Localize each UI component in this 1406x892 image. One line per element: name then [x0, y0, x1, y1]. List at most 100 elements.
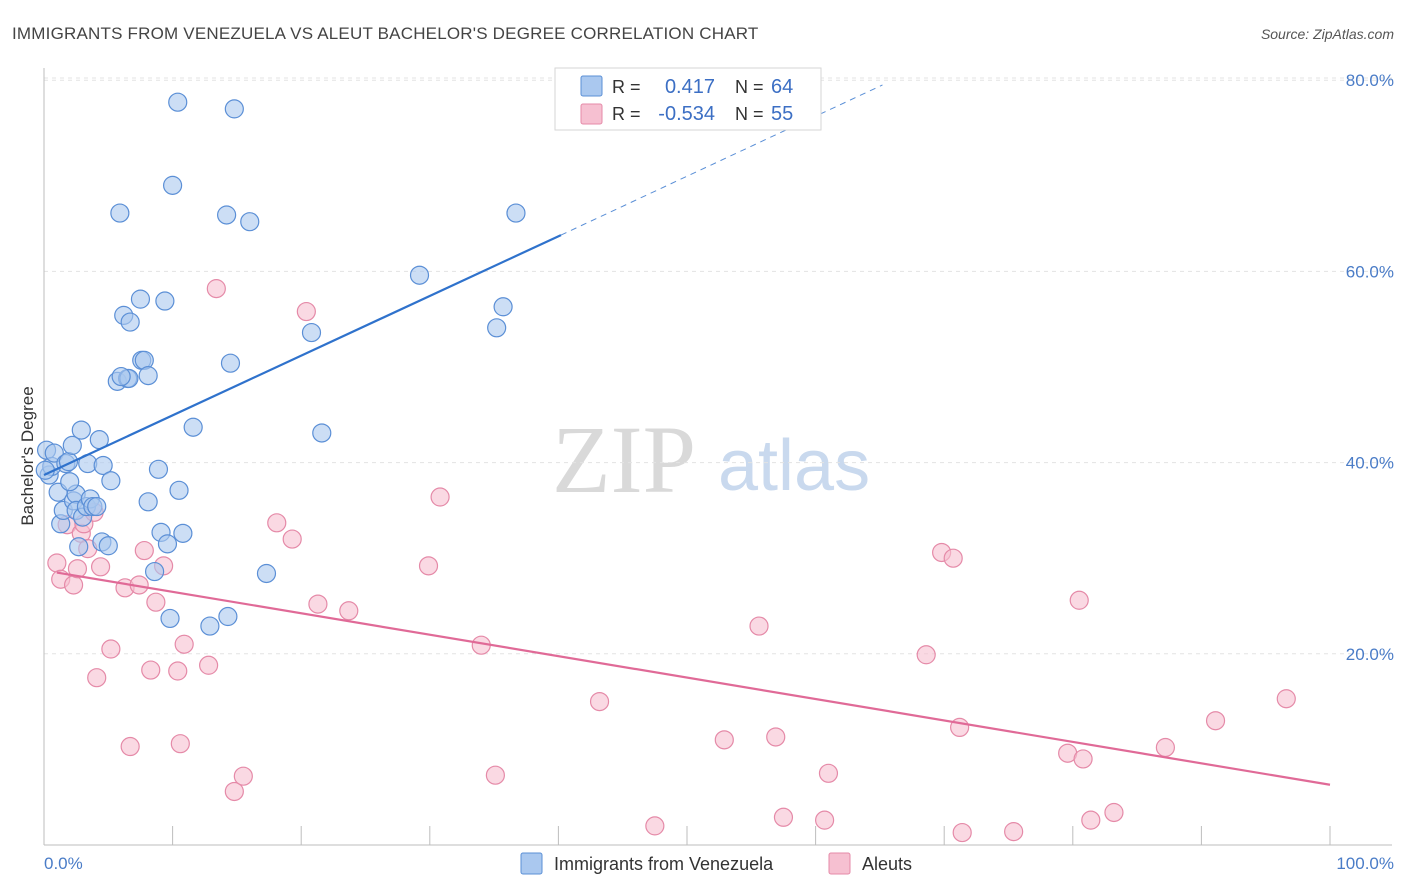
- aleuts-point-29: [308, 594, 328, 614]
- venezuela-point-24: [98, 536, 118, 556]
- aleuts-point-21: [174, 634, 194, 654]
- y-tick-label-40: 40.0%: [1346, 454, 1394, 473]
- chart-title: IMMIGRANTS FROM VENEZUELA VS ALEUT BACHE…: [12, 24, 759, 43]
- stats-legend-r-label-blue: R =: [612, 77, 641, 97]
- aleuts-point-52: [1081, 810, 1101, 830]
- venezuela-trend-line: [43, 234, 562, 477]
- stats-legend-n-value-pink: 55: [771, 103, 793, 125]
- aleuts-point-15: [134, 540, 154, 561]
- aleuts-point-43: [916, 645, 936, 665]
- aleuts-point-31: [418, 556, 439, 576]
- aleuts-point-30: [339, 601, 359, 621]
- venezuela-point-35: [138, 366, 158, 386]
- aleuts-point-23: [206, 279, 226, 299]
- aleuts-point-27: [282, 529, 302, 549]
- venezuela-point-37: [144, 561, 165, 582]
- venezuela-point-14: [71, 420, 91, 440]
- aleuts-point-48: [1004, 822, 1024, 842]
- aleuts-point-9: [87, 668, 107, 688]
- watermark-atlas: atlas: [718, 426, 870, 506]
- aleuts-trend-line: [56, 571, 1331, 786]
- venezuela-point-31: [120, 312, 140, 332]
- series-aleuts-points: [47, 279, 1296, 843]
- venezuela-point-32: [130, 289, 151, 309]
- venezuela-point-61: [35, 460, 55, 480]
- aleuts-point-19: [168, 661, 188, 681]
- aleuts-point-28: [296, 301, 316, 322]
- stats-legend: R = 0.417 N = 64 R = -0.534 N = 55: [554, 67, 822, 131]
- trend-lines: [43, 84, 1331, 786]
- aleuts-point-25: [233, 766, 253, 786]
- y-tick-label-80: 80.0%: [1346, 71, 1394, 90]
- aleuts-point-41: [815, 810, 835, 830]
- legend-label-aleuts: Aleuts: [862, 854, 912, 874]
- series-venezuela-points: [35, 92, 526, 636]
- aleuts-point-47: [952, 822, 972, 843]
- venezuela-point-46: [173, 523, 193, 543]
- venezuela-point-51: [220, 353, 241, 373]
- aleuts-point-26: [267, 513, 287, 533]
- stats-legend-n-label-pink: N =: [735, 104, 764, 124]
- aleuts-point-34: [485, 765, 505, 785]
- aleuts-point-40: [773, 807, 794, 827]
- venezuela-point-27: [110, 203, 130, 223]
- venezuela-point-50: [218, 606, 238, 627]
- aleuts-point-24: [224, 781, 244, 802]
- aleuts-point-20: [170, 734, 190, 754]
- stats-legend-swatch-blue: [580, 75, 603, 97]
- aleuts-point-55: [1205, 711, 1226, 731]
- aleuts-point-22: [199, 655, 219, 675]
- venezuela-point-52: [224, 99, 244, 119]
- venezuela-point-54: [256, 563, 277, 584]
- aleuts-point-3: [63, 575, 84, 595]
- gridlines: [44, 77, 1392, 655]
- aleuts-point-11: [101, 639, 121, 659]
- venezuela-trend-extension: [560, 84, 883, 236]
- venezuela-point-45: [169, 480, 189, 500]
- venezuela-point-20: [87, 496, 107, 517]
- stats-legend-n-value-blue: 64: [771, 76, 793, 98]
- venezuela-point-40: [155, 291, 175, 311]
- venezuela-point-13: [69, 537, 89, 557]
- venezuela-point-44: [168, 92, 188, 112]
- venezuela-point-23: [93, 455, 113, 476]
- aleuts-point-4: [67, 559, 88, 579]
- venezuela-point-47: [183, 417, 203, 437]
- aleuts-point-45: [943, 548, 963, 568]
- aleuts-point-50: [1069, 590, 1089, 610]
- aleuts-point-42: [818, 763, 839, 783]
- aleuts-point-38: [749, 616, 769, 636]
- aleuts-point-17: [146, 592, 166, 612]
- venezuela-point-49: [217, 205, 237, 225]
- legend-swatch-aleuts: [828, 852, 851, 875]
- y-tick-label-60: 60.0%: [1346, 262, 1394, 281]
- venezuela-point-62: [60, 472, 80, 492]
- venezuela-point-36: [138, 492, 158, 512]
- venezuela-point-59: [493, 297, 513, 317]
- aleuts-point-51: [1073, 749, 1093, 769]
- aleuts-point-53: [1104, 802, 1124, 823]
- aleuts-point-32: [430, 487, 450, 507]
- legend-label-venezuela: Immigrants from Venezuela: [554, 854, 774, 874]
- chart-source: Source: ZipAtlas.com: [1261, 26, 1394, 42]
- venezuela-point-55: [301, 322, 322, 343]
- venezuela-point-42: [160, 608, 180, 629]
- x-tick-label-max: 100.0%: [1336, 854, 1394, 873]
- aleuts-point-39: [766, 727, 786, 747]
- venezuela-point-63: [111, 366, 131, 387]
- stats-legend-r-label-pink: R =: [612, 104, 641, 124]
- venezuela-point-48: [200, 616, 220, 636]
- venezuela-point-38: [148, 459, 169, 479]
- stats-legend-r-value-blue: 0.417: [665, 76, 715, 98]
- x-tick-label-min: 0.0%: [44, 854, 83, 873]
- aleuts-point-35: [589, 691, 610, 712]
- venezuela-point-9: [62, 435, 82, 455]
- venezuela-point-58: [487, 318, 507, 338]
- y-tick-labels: 20.0% 40.0% 60.0% 80.0%: [1346, 71, 1394, 664]
- aleuts-point-37: [714, 730, 734, 750]
- y-axis-title: Bachelor's Degree: [18, 386, 37, 525]
- venezuela-point-43: [163, 175, 183, 195]
- y-tick-label-20: 20.0%: [1346, 645, 1394, 664]
- venezuela-point-53: [240, 212, 260, 232]
- watermark-zip: ZIP: [552, 406, 696, 513]
